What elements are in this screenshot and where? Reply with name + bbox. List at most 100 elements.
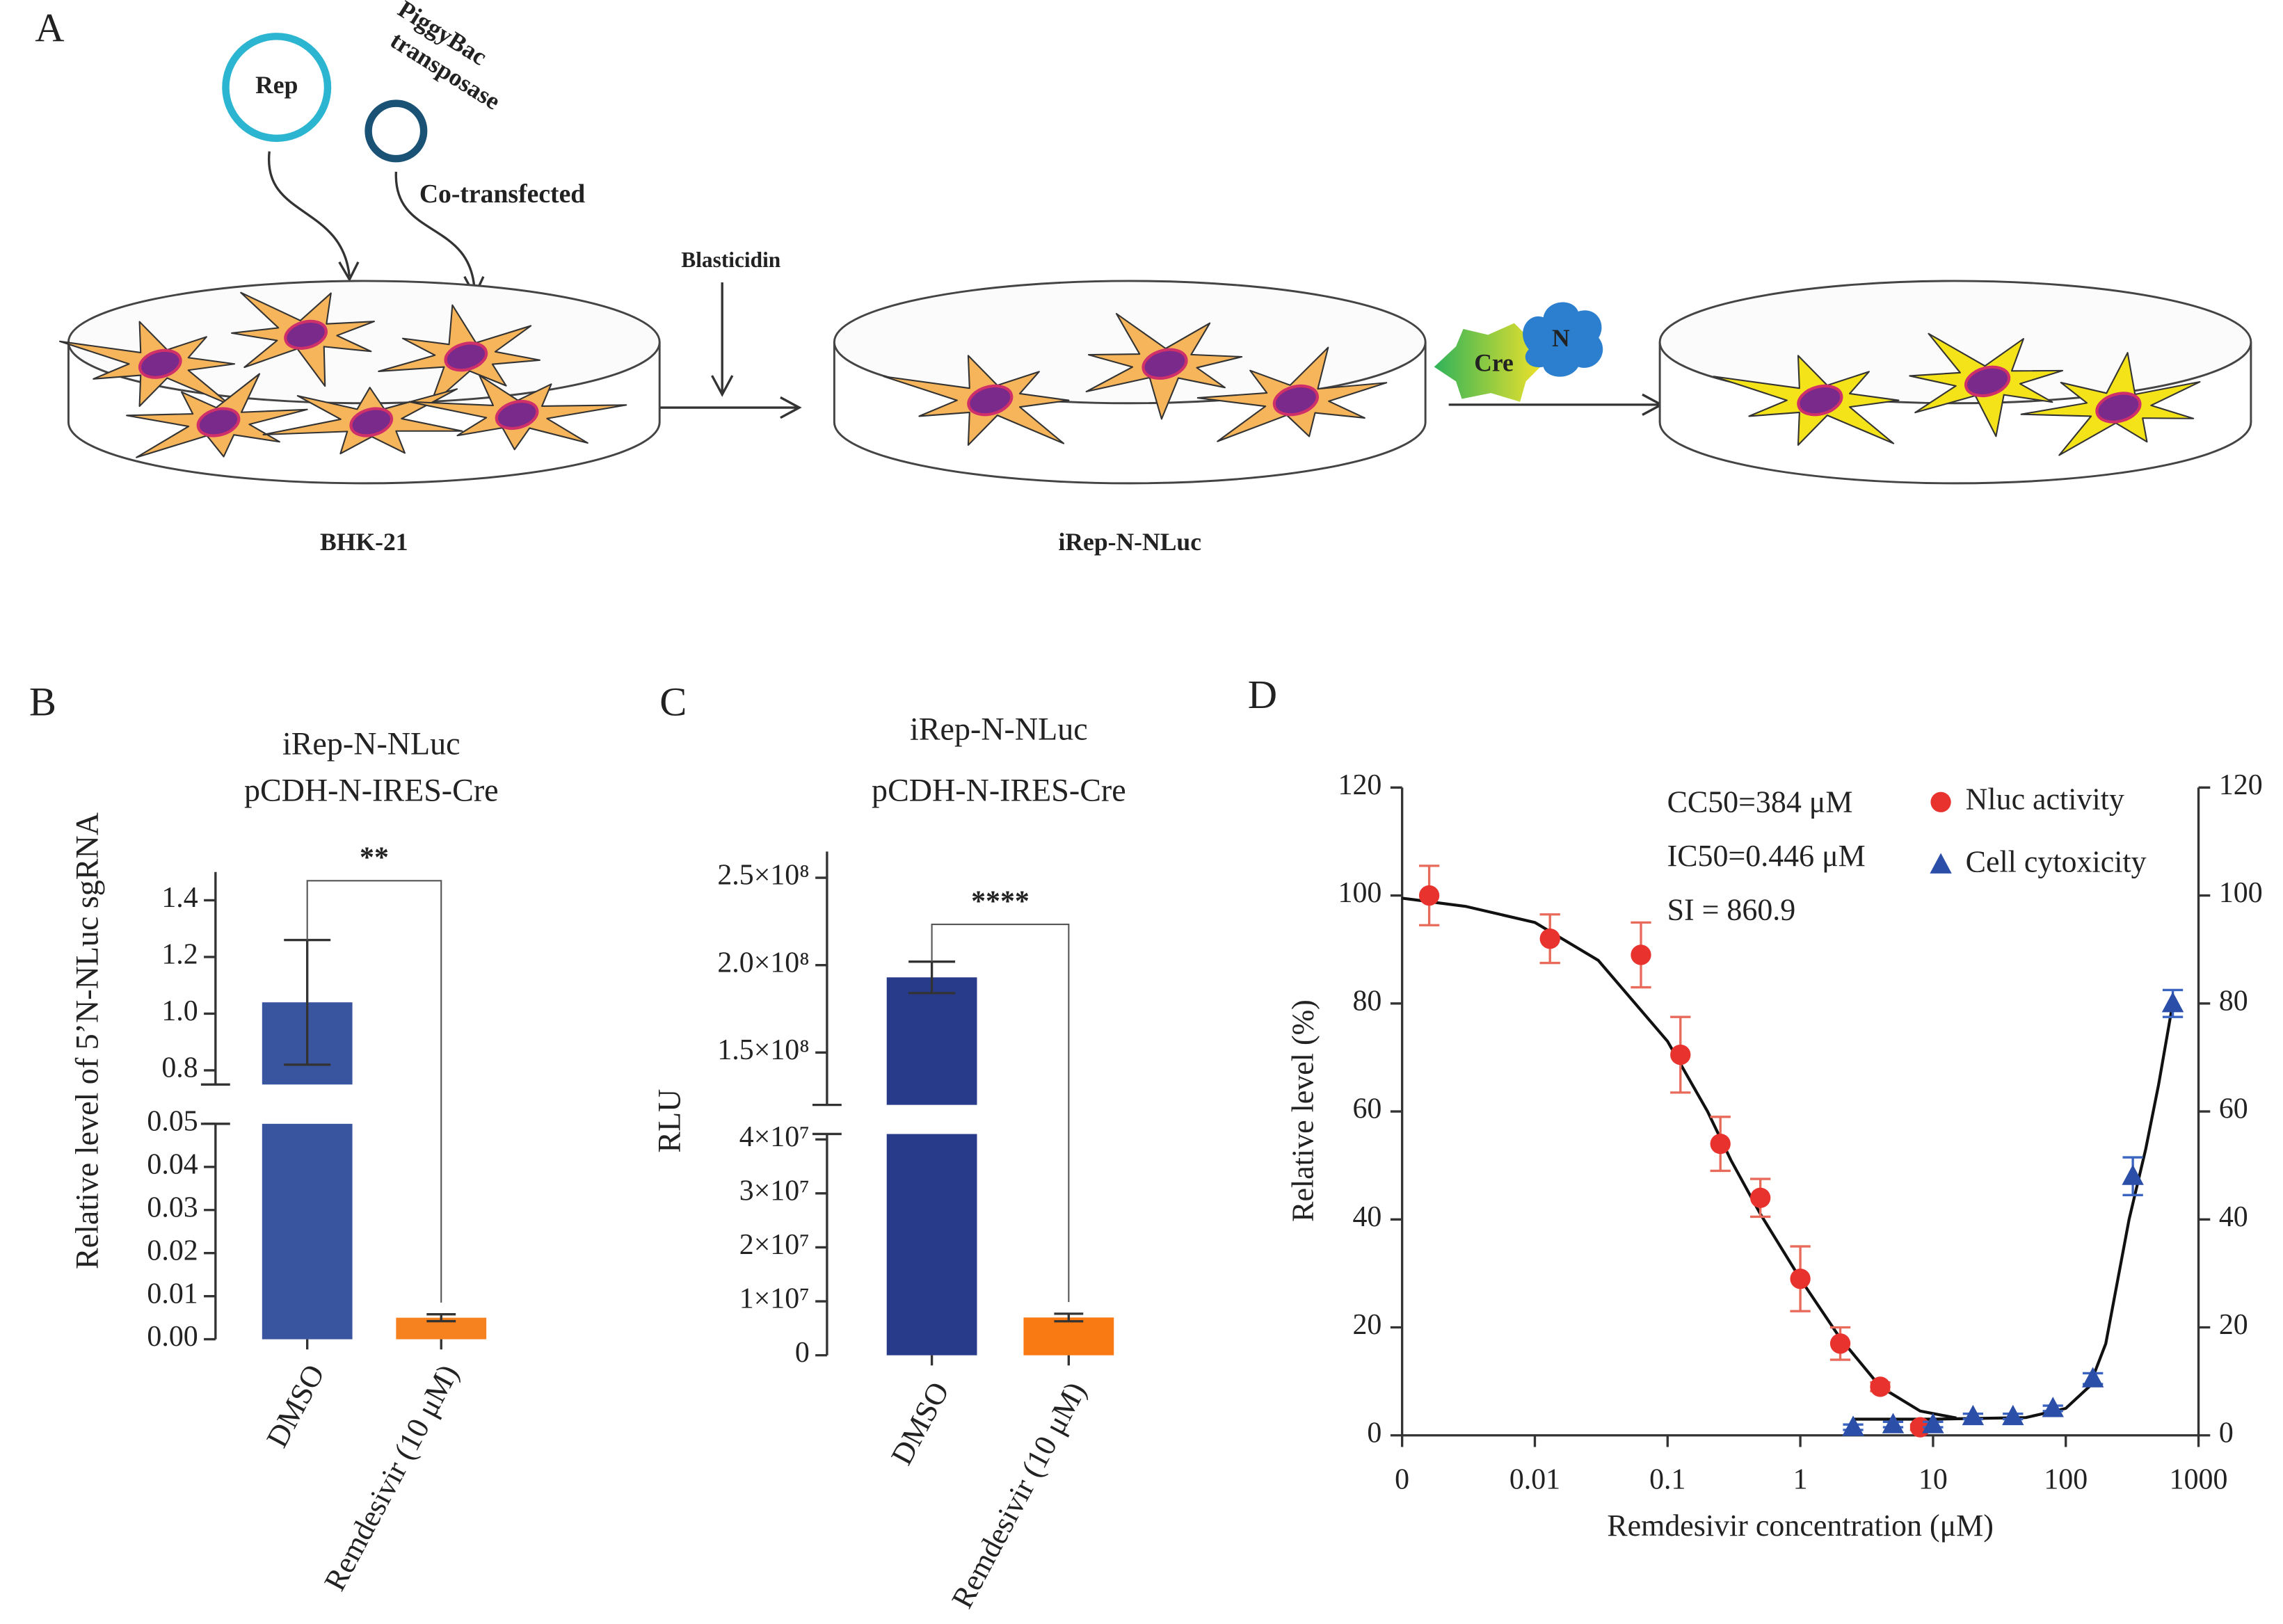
legend-marker	[1930, 791, 1951, 812]
blasticidin-label: Blasticidin	[681, 248, 780, 272]
data-point	[2002, 1404, 2024, 1426]
annotation: CC50=384 μM	[1667, 785, 1853, 819]
nucleus	[444, 341, 488, 372]
x-tick-label: 1000	[2170, 1463, 2228, 1495]
data-point	[1539, 928, 1560, 949]
panel-letter: C	[659, 680, 687, 725]
y-tick-label: 0.8	[161, 1052, 198, 1084]
y2-tick-label: 40	[2219, 1201, 2248, 1233]
data-point	[1750, 1187, 1771, 1208]
panel-letter: A	[35, 6, 64, 51]
y-tick-label: 1.0	[161, 995, 198, 1027]
cell-line-label: iRep-N-NLuc	[1058, 528, 1201, 556]
y-tick-label: 0.02	[147, 1235, 198, 1267]
arrow	[711, 282, 734, 397]
bar	[1023, 1317, 1114, 1356]
x-tick-label: 100	[2044, 1463, 2088, 1495]
arrow	[655, 396, 802, 419]
arrow-head	[338, 261, 360, 282]
panel-letter: B	[29, 680, 56, 725]
x-tick-label: 10	[1918, 1463, 1948, 1495]
nucleus	[1272, 384, 1319, 417]
chart-title: pCDH-N-IRES-Cre	[872, 772, 1126, 807]
y-tick-label: 120	[1338, 769, 1382, 801]
data-point	[1790, 1269, 1811, 1289]
y-tick-label: 60	[1352, 1093, 1381, 1125]
data-point	[1829, 1333, 1851, 1354]
nucleus	[349, 407, 394, 437]
y2-tick-label: 120	[2219, 769, 2263, 801]
significance-bracket	[931, 924, 1070, 1303]
cell-line-label: BHK-21	[320, 528, 408, 556]
panel-letter: D	[1248, 672, 1277, 717]
nucleus	[2095, 392, 2142, 424]
n-protein	[1523, 302, 1603, 377]
chart-title: pCDH-N-IRES-Cre	[244, 772, 499, 807]
y2-tick-label: 60	[2219, 1093, 2248, 1125]
rep-plasmid	[222, 33, 332, 143]
legend-label: Nluc activity	[1966, 782, 2124, 816]
y2-tick-label: 20	[2219, 1309, 2248, 1341]
data-point	[2081, 1367, 2104, 1388]
bar	[886, 1134, 977, 1356]
legend-marker	[1930, 853, 1952, 874]
data-point	[1870, 1376, 1891, 1397]
transposase-plasmid	[365, 99, 428, 163]
data-point	[1962, 1404, 1985, 1426]
cre-label: Cre	[1474, 349, 1514, 377]
chart-title: iRep-N-NLuc	[282, 725, 460, 761]
bar	[886, 977, 977, 1105]
y-tick-label: 20	[1352, 1309, 1381, 1341]
y-tick-label: 4×10⁷	[739, 1121, 810, 1153]
y-tick-label: 1.2	[161, 939, 198, 971]
data-point	[1710, 1133, 1731, 1155]
bar	[262, 1123, 353, 1340]
data-point	[1842, 1415, 1864, 1436]
annotation: SI = 860.9	[1667, 892, 1796, 926]
data-point	[2042, 1397, 2064, 1417]
y-tick-label: 0.05	[147, 1105, 198, 1137]
arrow	[267, 151, 351, 277]
x-tick-label: 0.1	[1649, 1463, 1685, 1495]
y2-tick-label: 80	[2219, 985, 2248, 1017]
nucleus	[138, 348, 182, 379]
y-tick-label: 0.03	[147, 1191, 198, 1223]
y-axis-label: Relative level of 5’N-NLuc sgRNA	[69, 812, 104, 1269]
n-label: N	[1552, 324, 1570, 352]
y-tick-label: 2.0×10⁸	[717, 947, 809, 979]
data-point	[1882, 1413, 1905, 1433]
y-tick-label: 40	[1352, 1201, 1381, 1233]
y2-tick-label: 0	[2219, 1417, 2234, 1449]
y-tick-label: 80	[1352, 985, 1381, 1017]
y-tick-label: 2.5×10⁸	[717, 860, 809, 892]
significance-bracket	[306, 880, 442, 1303]
nucleus	[284, 319, 328, 350]
significance-label: **	[360, 842, 389, 874]
y-tick-label: 0.04	[147, 1148, 198, 1180]
chart-title: iRep-N-NLuc	[910, 711, 1088, 746]
y-axis-label: Relative level (%)	[1286, 999, 1320, 1222]
y2-tick-label: 100	[2219, 877, 2263, 909]
significance-label: ****	[971, 885, 1030, 917]
cre-protein	[1434, 323, 1544, 402]
y-tick-label: 0.00	[147, 1321, 198, 1353]
y-tick-label: 1×10⁷	[739, 1283, 810, 1315]
nucleus	[495, 399, 539, 431]
nucleus	[1964, 365, 2011, 398]
rep-label: Rep	[255, 71, 298, 99]
x-tick-label: 0	[1395, 1463, 1409, 1495]
data-point	[1631, 944, 1651, 965]
cotransfected-label: Co-transfected	[419, 179, 585, 209]
y-tick-label: 0	[1367, 1417, 1381, 1449]
annotation: IC50=0.446 μM	[1667, 839, 1866, 873]
diagram: A Rep PiggyBac transposase Co-transfecte…	[35, 0, 2252, 556]
nucleus	[196, 407, 241, 437]
y-tick-label: 1.5×10⁸	[717, 1034, 809, 1066]
y-tick-label: 0	[795, 1337, 810, 1369]
data-point	[1922, 1413, 1944, 1433]
data-point	[2161, 992, 2184, 1013]
x-axis-label: Remdesivir concentration (μM)	[1607, 1509, 1994, 1543]
